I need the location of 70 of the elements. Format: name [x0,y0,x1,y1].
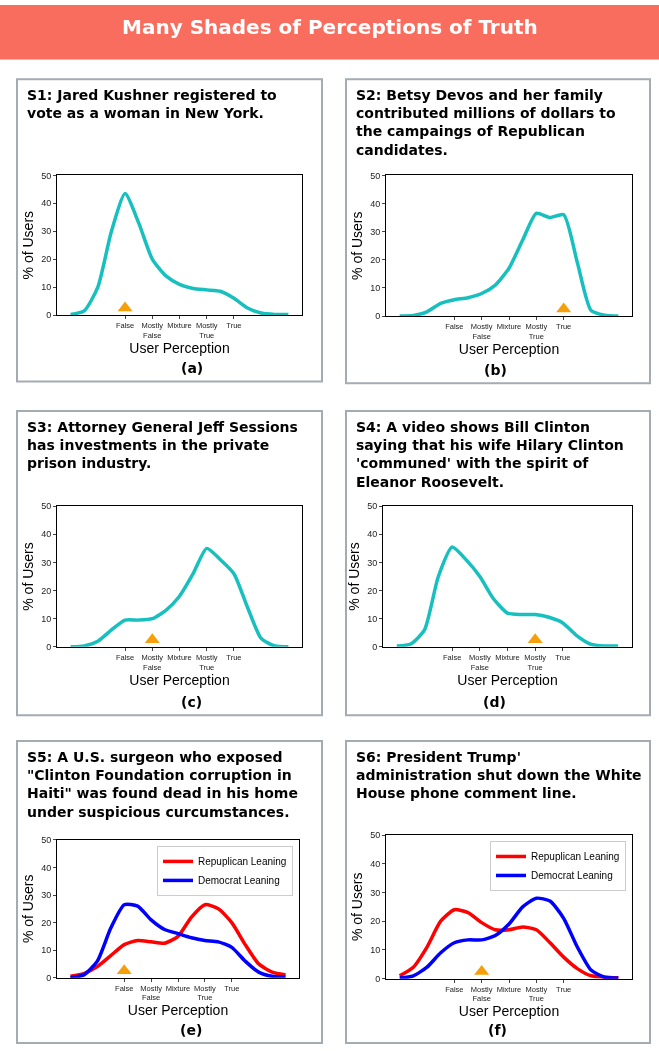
y-tick-label: 50 [367,501,378,512]
y-tick-label: 40 [41,529,52,540]
line-series [68,546,291,647]
line-series [68,191,291,316]
y-tick-label: 0 [46,641,52,652]
y-tick-label: 30 [41,557,52,568]
y-tick-label: 40 [41,198,52,209]
legend-label: Democrat Leaning [198,875,280,887]
y-tick-label: 30 [41,890,52,901]
y-axis-title: % of Users [348,211,365,280]
text: (e) [180,1022,203,1038]
y-tick-label: 20 [367,585,378,596]
chart-title: S3: Attorney General Jeff Sessions has investments in the private prison industry. [27,419,298,472]
y-tick-label: 40 [370,858,381,869]
line-series [68,902,288,978]
chart-title: S2: Betsy Devos and her family contributed millions of dollars to the campaings of Republican candidates. [356,87,616,158]
text: (a) [181,360,204,376]
y-axis-title: % of Users [19,210,36,280]
y-tick-label: 0 [372,641,378,652]
y-tick-label: 20 [41,917,52,928]
line-series [397,211,621,317]
y-tick-label: 50 [41,835,52,846]
y-tick-label: 10 [41,945,52,956]
y-tick-label: 30 [367,557,378,568]
y-axis-title: % of Users [19,874,36,944]
text: (f) [488,1022,507,1038]
chart-title: S4: A video shows Bill Clinton saying that his wife Hilary Clinton 'communed' with the spirit of Eleanor Roosevelt. [356,419,624,490]
legend-label: Repuplican Leaning [531,851,620,863]
x-axis-title: User Perception [457,671,558,688]
x-axis-title: User Perception [127,1002,229,1019]
y-tick-label: 50 [370,830,381,841]
y-axis-title: % of Users [348,872,365,942]
y-tick-label: 30 [370,226,381,237]
y-tick-label: 20 [41,254,52,265]
x-axis-title: User Perception [458,1003,560,1020]
chart-title: S6: President Trump' administration shut down the White House phone comment line. [356,749,642,802]
y-tick-label: 50 [41,501,52,512]
x-axis-title: User Perception [458,340,560,357]
y-tick-label: 0 [375,973,381,984]
y-axis-title: % of Users [19,542,36,611]
y-tick-label: 10 [41,613,52,624]
y-tick-label: 20 [370,916,381,927]
y-tick-label: 0 [46,310,52,321]
y-tick-label: 40 [367,529,378,540]
y-tick-label: 10 [370,945,381,956]
y-tick-label: 30 [370,887,381,898]
y-tick-label: 10 [367,613,378,624]
text: (c) [181,694,203,710]
chart-title: S5: A U.S. surgeon who exposed "Clinton Foundation corruption in Haiti" was found dead in his home under suspicious curcumstances. [27,749,298,820]
legend-label: Democrat Leaning [531,870,613,882]
y-tick-label: 30 [41,226,52,237]
y-tick-label: 10 [370,283,381,294]
y-tick-label: 0 [375,311,381,322]
chart-title: S1: Jared Kushner registered to vote as a woman in New York. [27,87,278,122]
x-axis-title: User Perception [129,339,230,356]
y-tick-label: 40 [370,198,381,209]
text: Many Shades of Perceptions of Truth [122,15,538,39]
y-tick-label: 0 [46,972,52,983]
y-axis-title: % of Users [345,542,362,611]
y-tick-label: 40 [41,862,52,873]
y-tick-label: 10 [41,282,52,293]
legend-label: Repuplican Leaning [198,856,287,868]
line-series [395,545,620,647]
y-tick-label: 50 [370,170,381,181]
text: (d) [483,694,506,710]
y-tick-label: 20 [41,585,52,596]
y-tick-label: 50 [41,170,52,181]
text: (b) [484,362,507,378]
x-axis-title: User Perception [129,671,230,688]
y-tick-label: 20 [370,254,381,265]
